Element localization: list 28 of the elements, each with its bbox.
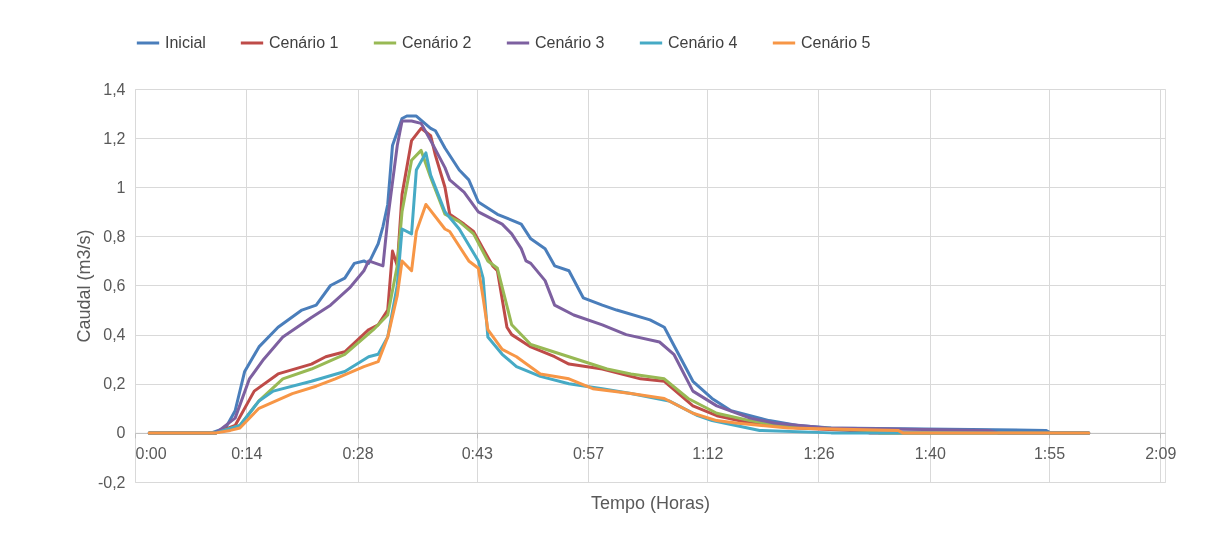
- x-tick-label: 0:28: [342, 445, 374, 463]
- legend-label: Cenário 3: [535, 34, 605, 51]
- y-tick-label: 0,8: [103, 227, 126, 245]
- y-tick-label: 1,2: [103, 129, 126, 147]
- x-tick-label: 0:43: [461, 445, 493, 463]
- legend-label: Inicial: [165, 34, 206, 51]
- y-tick-label: 0,2: [103, 375, 126, 393]
- y-tick-label: -0,2: [97, 473, 126, 491]
- x-tick-label: 1:55: [1033, 445, 1066, 463]
- y-tick-label: 0,4: [103, 326, 126, 344]
- legend-label: Cenário 2: [402, 34, 472, 51]
- legend-label: Cenário 4: [668, 34, 738, 51]
- y-axis-title: Caudal (m3/s): [73, 229, 94, 343]
- x-tick-label: 2:09: [1145, 445, 1177, 463]
- x-tick-label: 1:12: [692, 445, 724, 463]
- x-tick-label: 0:14: [231, 445, 263, 463]
- legend-label: Cenário 1: [269, 34, 339, 51]
- legend-label: Cenário 5: [801, 34, 871, 51]
- x-tick-label: 0:57: [572, 445, 605, 463]
- y-tick-label: 1: [116, 178, 126, 196]
- x-axis-title: Tempo (Horas): [590, 493, 711, 514]
- line-series: [147, 202, 1091, 435]
- y-tick-label: 1,4: [103, 80, 126, 98]
- x-tick-label: 0:00: [135, 445, 167, 463]
- x-tick-label: 1:40: [914, 445, 946, 463]
- y-tick-label: 0,6: [103, 277, 126, 294]
- y-tick-label: 0: [116, 424, 126, 442]
- x-tick-label: 1:26: [803, 445, 835, 463]
